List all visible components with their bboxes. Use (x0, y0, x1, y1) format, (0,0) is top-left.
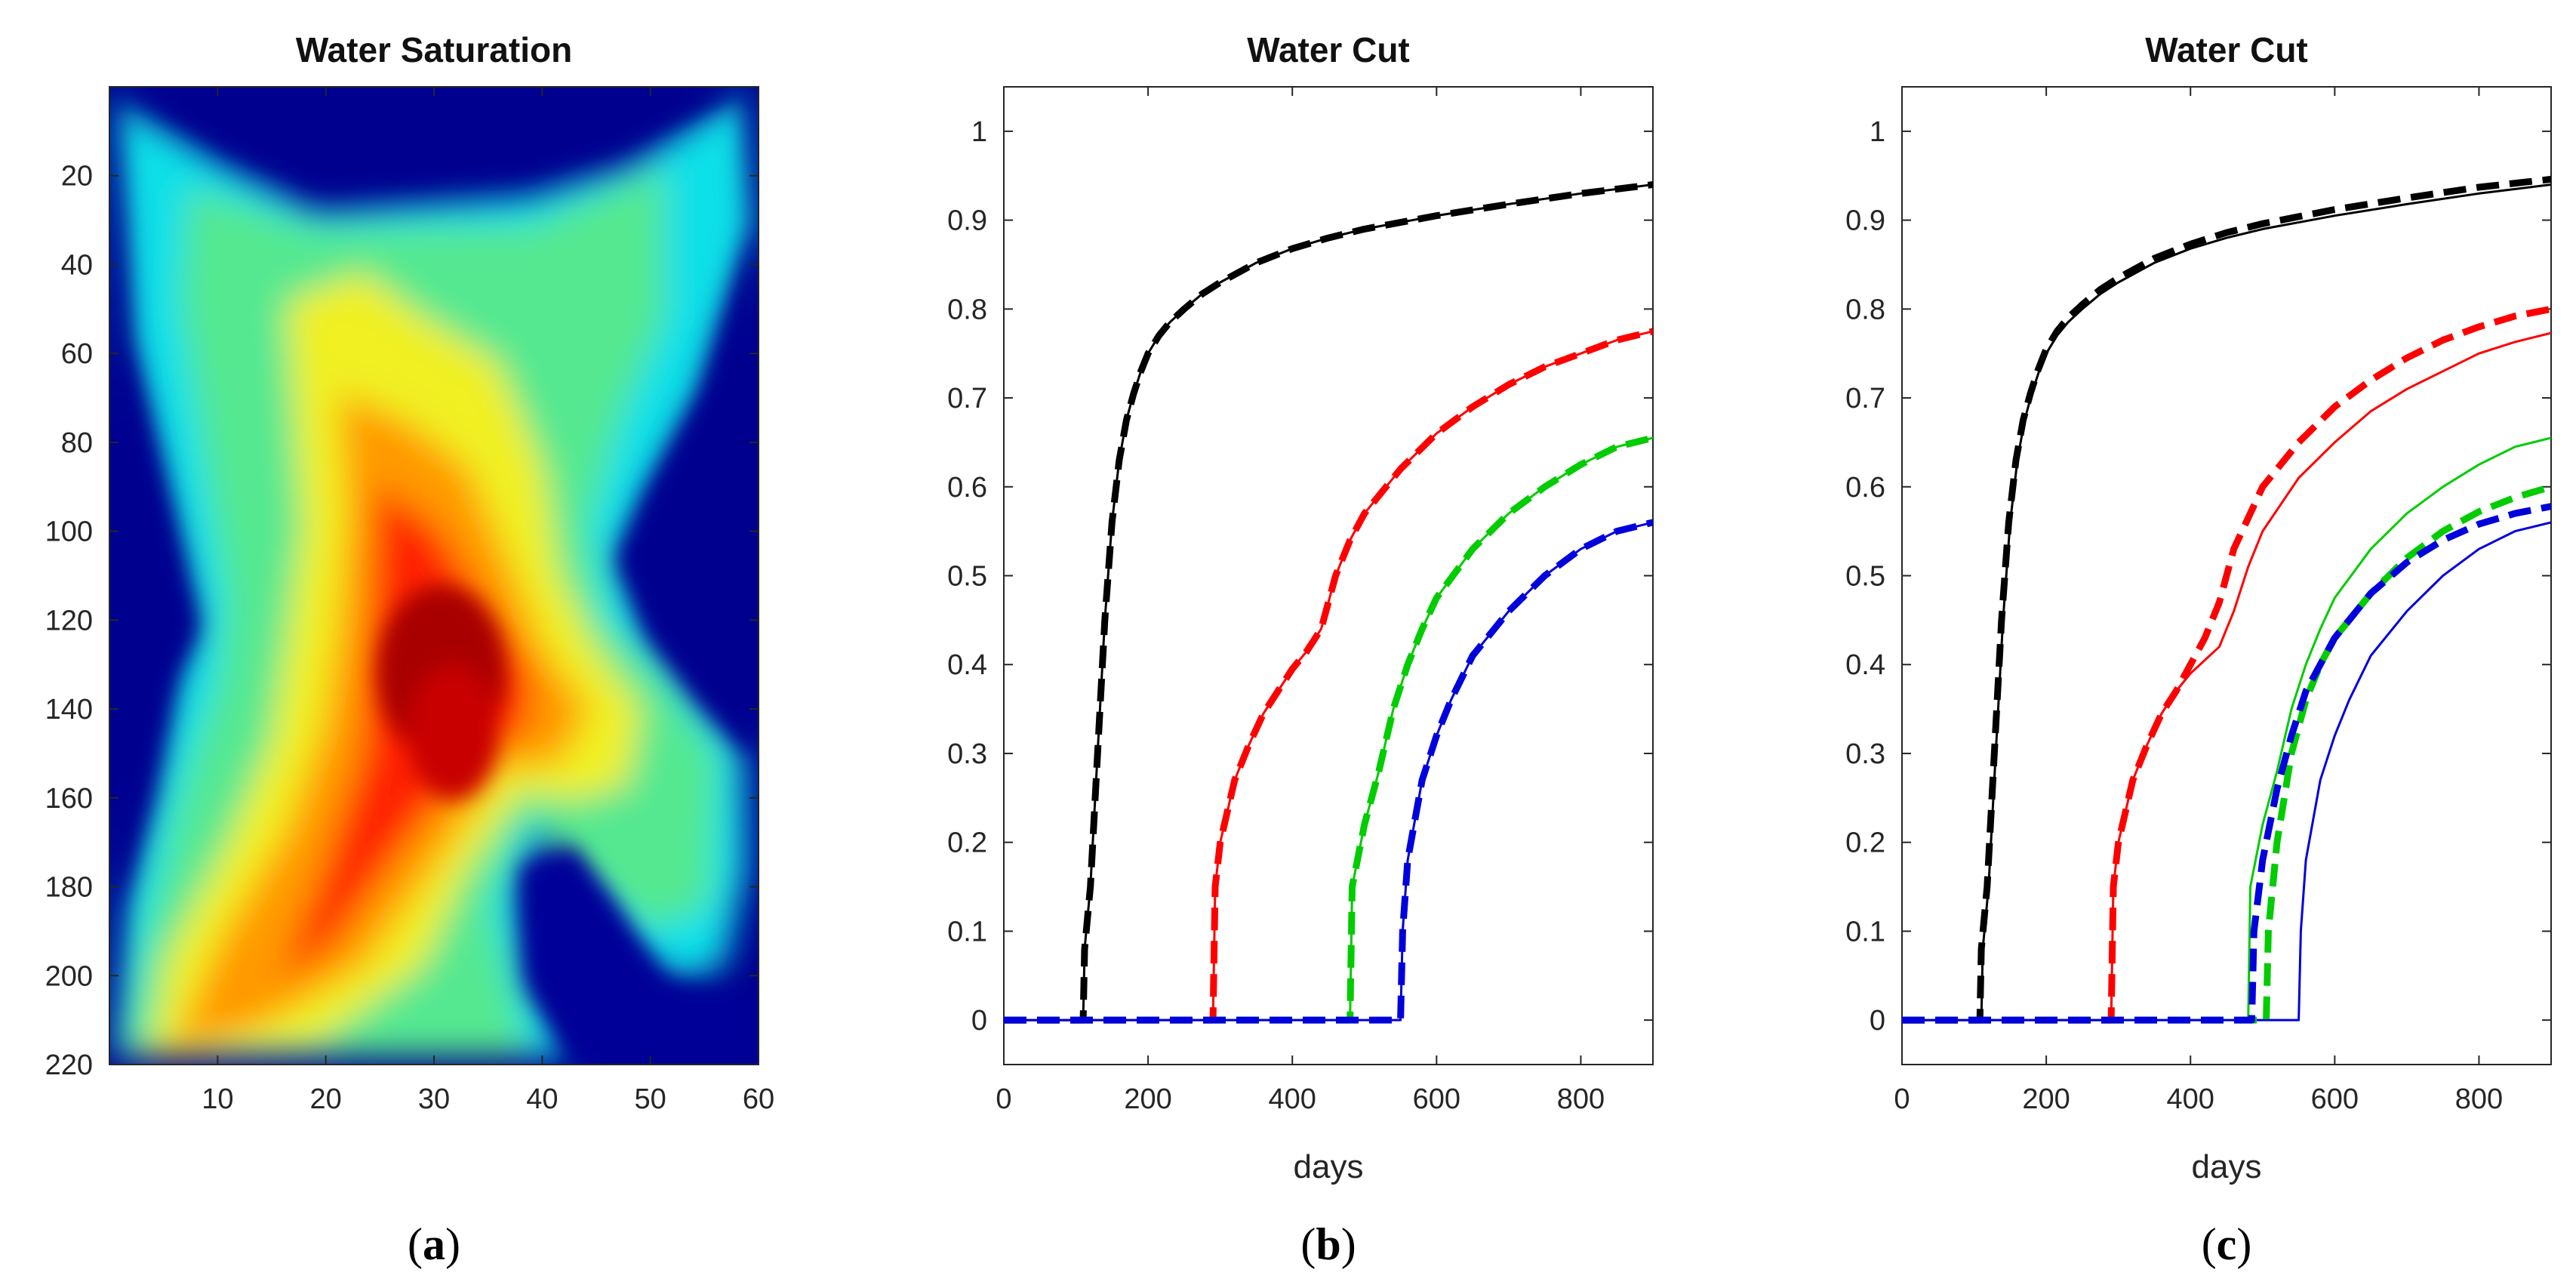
caption-a-letter: a (423, 1219, 445, 1269)
y-tick-label: 180 (45, 872, 93, 904)
panel-b: Water Cut 0 200 400 600 80000.10.20.30.40.50… (947, 30, 1654, 1185)
y-tick-label: 80 (61, 427, 93, 459)
y-tick-label: 120 (45, 605, 93, 636)
panel-c-series (1902, 175, 2551, 1024)
x-tick-label: 400 (2167, 1083, 2214, 1115)
y-tick-label: 1 (1870, 116, 1885, 148)
panel-c-xlabel: days (2192, 1148, 2262, 1185)
y-tick-label: 0.3 (1845, 738, 1885, 770)
x-tick-label: 50 (635, 1083, 666, 1115)
y-tick-label: 0.1 (947, 916, 987, 948)
svg-text:(b): (b) (1300, 1219, 1356, 1269)
x-tick-label: 10 (202, 1083, 233, 1115)
y-tick-label: 0 (971, 1005, 987, 1037)
panel-c-ticks: 0 200 400 600 800 0 0.1 0.2 0.3 0.4 0.5 0.6 0.7 0.8 0.… (1845, 87, 2551, 1115)
y-tick-label: 0.6 (1845, 472, 1885, 504)
series-green-predicted (1902, 483, 2551, 1024)
y-tick-label: 220 (45, 1049, 93, 1081)
y-tick-label: 0.6 (947, 472, 987, 504)
series-red-predicted (1004, 328, 1653, 1024)
y-tick-label: 0.7 (947, 383, 987, 414)
x-tick-label: 600 (2311, 1083, 2359, 1115)
x-tick-label: 40 (526, 1083, 558, 1115)
y-tick-label: 0.2 (1845, 827, 1885, 859)
y-tick-label: 140 (45, 694, 93, 726)
caption-b: (b) (1300, 1219, 1356, 1269)
panel-b-axes-box (1003, 86, 1654, 1065)
y-tick-label: 100 (45, 516, 93, 548)
y-tick-label: 0.3 (947, 738, 987, 770)
y-tick-label: 0.2 (947, 827, 987, 859)
x-tick-label: 60 (743, 1083, 774, 1115)
x-tick-label: 200 (1124, 1083, 1171, 1115)
y-tick-label: 0.7 (1845, 383, 1885, 414)
x-tick-label: 30 (418, 1083, 450, 1115)
panel-a-title: Water Saturation (296, 30, 572, 69)
x-tick-label: 20 (310, 1083, 342, 1115)
y-tick-label: 160 (45, 783, 93, 815)
series-green-predicted (1004, 434, 1653, 1024)
series-blue-predicted (1004, 519, 1653, 1024)
series-green-reference (1902, 436, 2551, 1022)
panel-b-ticks: 0 200 400 600 800 0 0.1 0.2 0.3 0.4 0.5 0.6 0.7 0.8 0.… (947, 87, 1653, 1115)
y-tick-label: 20 (61, 161, 93, 193)
y-tick-label: 0.4 (1845, 649, 1885, 681)
saturation-heatmap (109, 87, 759, 1065)
panel-c: Water Cut 0 200 400 600 80000.10.20.30.40.50… (1845, 30, 2552, 1185)
series-blue-predicted (1902, 503, 2551, 1024)
caption-b-letter: b (1316, 1219, 1340, 1269)
x-tick-label: 800 (1557, 1083, 1605, 1115)
y-tick-label: 1 (971, 116, 987, 148)
panel-b-xlabel: days (1294, 1148, 1364, 1185)
y-tick-label: 0.8 (947, 294, 987, 325)
y-tick-label: 0.9 (1845, 205, 1885, 237)
y-tick-label: 40 (61, 249, 93, 281)
series-black-predicted (1004, 181, 1653, 1024)
caption-c-letter: c (2217, 1219, 2237, 1269)
y-tick-label: 60 (61, 338, 93, 370)
svg-text:(c): (c) (2202, 1219, 2252, 1269)
y-tick-label: 200 (45, 960, 93, 992)
x-tick-label: 600 (1413, 1083, 1460, 1115)
series-blue-reference (1902, 521, 2551, 1022)
caption-c: (c) (2202, 1219, 2252, 1269)
y-tick-label: 0.5 (947, 561, 987, 593)
x-tick-label: 200 (2022, 1083, 2070, 1115)
y-tick-label: 0.4 (947, 649, 987, 681)
panel-c-title: Water Cut (2145, 30, 2308, 69)
y-tick-label: 0.1 (1845, 916, 1885, 948)
series-red-predicted (1902, 305, 2551, 1024)
panel-a: Water Saturation (45, 30, 775, 1115)
y-tick-label: 0.5 (1845, 561, 1885, 593)
caption-a: (a) (408, 1219, 460, 1269)
x-tick-label: 400 (1269, 1083, 1316, 1115)
x-tick-label: 800 (2455, 1083, 2503, 1115)
y-tick-label: 0.9 (947, 205, 987, 237)
panel-b-series (1004, 181, 1653, 1024)
x-tick-label: 0 (996, 1083, 1011, 1115)
y-tick-label: 0 (1870, 1005, 1885, 1037)
x-tick-label: 0 (1894, 1083, 1910, 1115)
series-black-predicted (1902, 175, 2551, 1024)
panel-b-title: Water Cut (1247, 30, 1410, 69)
svg-text:(a): (a) (408, 1219, 460, 1269)
y-tick-label: 0.8 (1845, 294, 1885, 325)
panel-a-ticks: 10 20 30 40 50 60 20 40 60 80 100 120 140 160 180 200 22… (45, 87, 774, 1115)
